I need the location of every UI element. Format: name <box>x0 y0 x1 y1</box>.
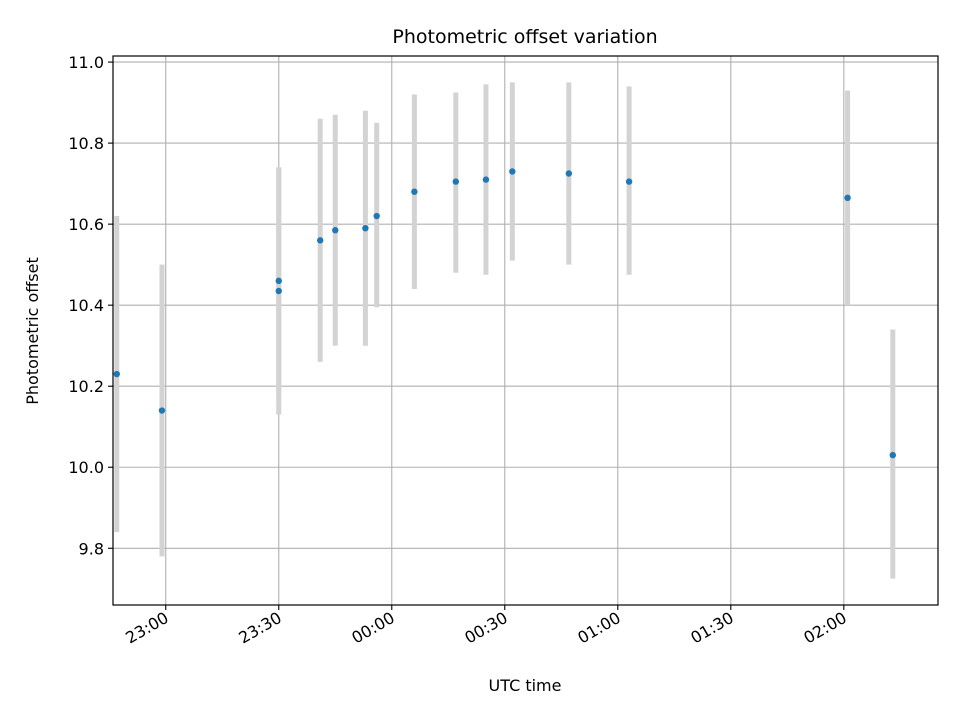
y-tick-label: 10.0 <box>68 458 104 477</box>
x-tick-label: 23:00 <box>122 608 171 648</box>
x-tick-label: 00:30 <box>461 608 510 648</box>
plot-frame <box>112 55 939 606</box>
data-point <box>482 176 490 183</box>
y-tick-label: 10.2 <box>68 377 104 396</box>
data-point <box>275 287 282 295</box>
y-tick-label: 10.4 <box>68 296 104 315</box>
y-tick-label: 9.8 <box>79 539 104 558</box>
x-tick-label: 02:00 <box>800 608 849 648</box>
x-tick-label: 01:30 <box>687 608 736 648</box>
data-point <box>889 451 896 459</box>
data-points <box>113 168 896 459</box>
data-point <box>373 212 380 220</box>
data-point <box>411 188 418 195</box>
plot-area <box>113 56 938 605</box>
data-point <box>452 178 460 185</box>
x-axis-label: UTC time <box>489 676 562 695</box>
y-tick-label: 11.0 <box>68 53 104 72</box>
data-point <box>509 168 516 175</box>
y-axis: 9.8 10.0 10.2 10.4 10.6 10.8 11.0 <box>68 53 113 558</box>
data-point <box>113 370 120 378</box>
y-axis-label: Photometric offset <box>23 257 42 405</box>
data-point <box>625 178 633 185</box>
y-tick-label: 10.8 <box>68 134 104 153</box>
chart-title: Photometric offset variation <box>392 26 657 48</box>
grid <box>113 56 938 605</box>
x-tick-label: 01:00 <box>574 608 623 648</box>
data-point <box>844 194 851 202</box>
data-point <box>158 407 166 414</box>
data-point <box>362 224 369 232</box>
x-tick-label: 00:00 <box>348 608 397 648</box>
data-point <box>565 170 573 177</box>
data-point <box>332 227 339 234</box>
x-tick-label: 23:30 <box>235 608 284 648</box>
data-point <box>316 237 324 244</box>
x-axis: 23:00 23:30 00:00 00:30 01:00 01:30 02:00 <box>122 605 850 648</box>
data-point <box>275 277 282 285</box>
y-tick-label: 10.6 <box>68 215 104 234</box>
